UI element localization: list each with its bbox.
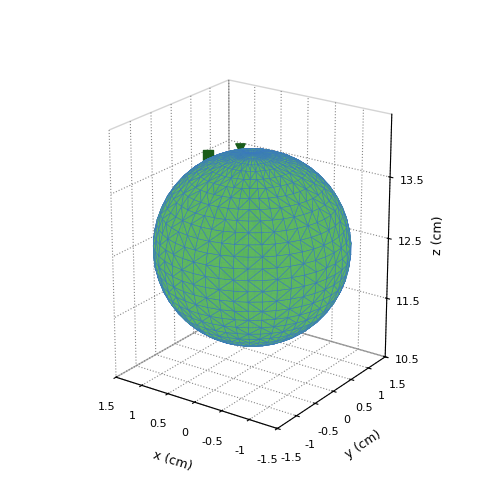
Y-axis label: y (cm): y (cm) — [343, 428, 384, 462]
X-axis label: x (cm): x (cm) — [152, 448, 194, 473]
